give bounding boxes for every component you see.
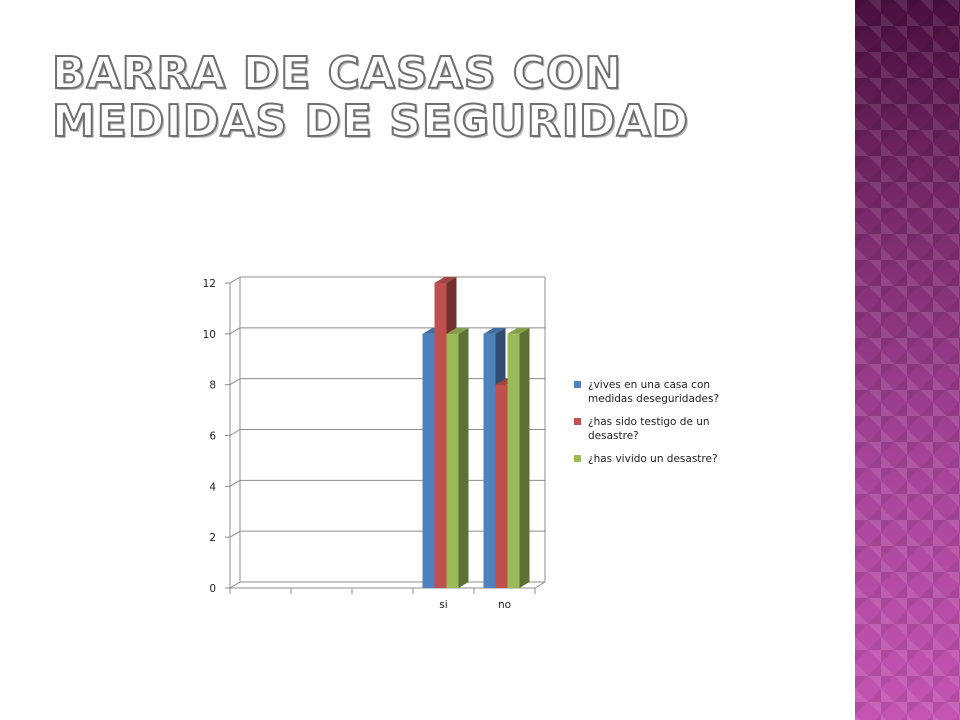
- y-tick-label: 8: [209, 380, 216, 392]
- y-tick-label: 12: [203, 278, 216, 290]
- bar-top: [507, 327, 530, 334]
- bar-side: [458, 327, 469, 588]
- bar: [483, 333, 496, 588]
- gridline-depth: [229, 530, 241, 538]
- bar: [434, 283, 447, 588]
- legend-item-series-2: ¿has sido testigo de un desastre?: [574, 415, 749, 443]
- gridline-depth: [229, 581, 241, 589]
- y-tick-label: 0: [209, 583, 216, 595]
- bar-top: [446, 327, 469, 334]
- bar: [446, 333, 459, 588]
- x-tick-label: no: [498, 599, 511, 611]
- bar-side: [519, 327, 530, 588]
- gridline-depth: [229, 429, 241, 436]
- bar: [422, 333, 435, 588]
- x-tick-label: si: [439, 599, 447, 611]
- legend-swatch-1: [574, 381, 581, 388]
- bar: [507, 333, 520, 588]
- bar-top: [483, 327, 506, 334]
- legend-label-2: ¿has sido testigo de un desastre?: [588, 416, 710, 442]
- gridline-depth: [229, 479, 241, 487]
- bar-chart: 0 2 4 6 8 10 12 si no: [203, 276, 546, 611]
- y-tick-label: 2: [209, 532, 216, 544]
- gridline-depth: [229, 327, 241, 335]
- legend-swatch-2: [574, 418, 581, 425]
- gridline-depth: [229, 276, 241, 284]
- y-tick-label: 6: [209, 431, 216, 443]
- legend-item-series-1: ¿vives en una casa con medidas desegurid…: [574, 378, 749, 406]
- legend-item-series-3: ¿has vivido un desastre?: [574, 452, 749, 466]
- y-tick-label: 10: [203, 329, 216, 341]
- gridline-depth: [229, 378, 241, 386]
- legend-label-3: ¿has vivido un desastre?: [588, 453, 718, 465]
- slide-title: BARRA DE CASAS CON MEDIDAS DE SEGURIDAD: [51, 48, 690, 147]
- decorative-side-band: [855, 0, 960, 720]
- legend-label-1: ¿vives en una casa con medidas desegurid…: [588, 379, 720, 405]
- bar-top: [434, 277, 457, 283]
- legend-swatch-3: [574, 455, 581, 462]
- floor-right-edge: [534, 581, 546, 589]
- y-tick-label: 4: [209, 481, 216, 493]
- bar: [495, 384, 508, 588]
- chart-legend: ¿vives en una casa con medidas desegurid…: [574, 378, 749, 475]
